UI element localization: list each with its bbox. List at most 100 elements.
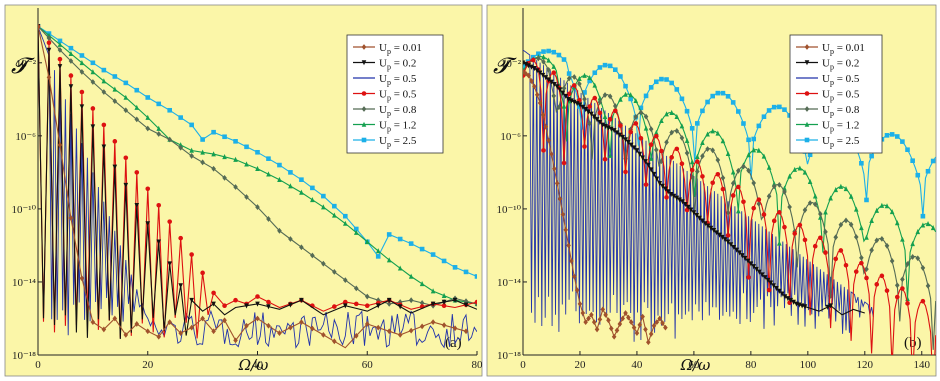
data-point <box>536 51 541 57</box>
data-point <box>812 243 818 249</box>
data-point <box>79 59 85 66</box>
data-point <box>200 159 205 166</box>
data-point <box>700 174 705 179</box>
data-point <box>804 60 810 66</box>
data-point <box>68 84 74 90</box>
data-point <box>364 303 370 308</box>
data-point <box>419 280 425 287</box>
x-tick-label: 60 <box>362 359 374 371</box>
data-point <box>694 212 700 219</box>
data-point <box>925 220 931 227</box>
data-point <box>441 299 447 305</box>
data-point <box>746 275 751 280</box>
data-point <box>823 209 828 215</box>
data-point <box>552 165 557 172</box>
data-point <box>680 199 685 205</box>
data-point <box>288 170 293 175</box>
data-point <box>277 162 282 168</box>
data-point <box>112 86 118 92</box>
data-point <box>594 117 600 123</box>
data-point <box>592 70 598 76</box>
data-point <box>804 121 810 127</box>
data-point <box>549 151 554 158</box>
data-point <box>766 108 772 113</box>
data-point <box>715 157 721 163</box>
data-point <box>607 93 613 100</box>
data-point <box>582 144 587 149</box>
legend-label: Up = 0.8 <box>379 104 417 118</box>
data-point <box>659 76 664 82</box>
data-point <box>603 123 608 130</box>
data-point <box>321 332 326 338</box>
data-point <box>631 145 637 151</box>
data-point <box>255 165 260 172</box>
data-point <box>288 236 293 242</box>
data-point <box>375 303 381 309</box>
data-point <box>452 325 458 332</box>
data-point <box>705 131 710 137</box>
data-point <box>68 215 74 221</box>
data-point <box>640 313 645 320</box>
data-point <box>736 109 741 114</box>
series-line <box>38 26 467 349</box>
data-point <box>807 178 813 184</box>
data-point <box>664 77 669 82</box>
data-point <box>552 81 557 88</box>
data-point <box>537 100 543 106</box>
data-point <box>523 61 529 67</box>
legend-item: Up = 0.5 <box>796 89 860 103</box>
data-point <box>408 273 414 279</box>
data-point <box>684 108 690 114</box>
data-point <box>823 250 828 255</box>
data-point <box>167 136 172 143</box>
data-point <box>90 106 96 111</box>
data-point <box>765 277 771 283</box>
data-point <box>277 227 282 234</box>
legend-item: Up = 1.2 <box>353 120 416 134</box>
data-point <box>561 103 567 109</box>
data-point <box>332 203 337 209</box>
data-point <box>838 221 844 228</box>
data-point <box>233 184 238 190</box>
data-point <box>833 234 839 241</box>
data-point <box>353 226 359 232</box>
data-point <box>123 155 129 161</box>
data-point <box>386 328 392 335</box>
data-point <box>879 202 885 208</box>
data-point <box>244 303 249 309</box>
x-tick-label: 20 <box>574 359 586 371</box>
data-point <box>679 96 685 102</box>
data-point <box>299 177 304 182</box>
legend-label: Up = 0.5 <box>822 89 860 103</box>
data-point <box>255 149 260 155</box>
data-point <box>266 299 271 305</box>
data-point <box>577 104 582 109</box>
data-point <box>587 78 592 84</box>
data-point <box>674 195 680 201</box>
data-point <box>189 297 194 304</box>
data-point <box>397 332 403 338</box>
data-point <box>664 139 669 146</box>
x-tick-label: 80 <box>745 359 757 371</box>
data-point <box>222 317 227 324</box>
data-point <box>905 147 910 152</box>
data-point <box>299 319 304 326</box>
data-point <box>623 137 628 143</box>
data-point <box>910 254 915 260</box>
data-point <box>742 255 748 262</box>
data-point <box>101 326 107 333</box>
series-u-p-0-2-1 <box>523 60 865 316</box>
data-point <box>905 261 910 267</box>
data-point <box>828 303 833 309</box>
data-point <box>534 68 540 74</box>
data-point <box>807 152 813 158</box>
data-point <box>90 69 96 75</box>
data-point <box>57 47 63 53</box>
data-point <box>592 82 598 88</box>
data-point <box>587 104 592 109</box>
data-point <box>722 237 728 243</box>
data-point <box>915 229 921 235</box>
data-point <box>689 167 695 173</box>
data-point <box>288 183 293 189</box>
x-tick-label: 140 <box>914 359 931 371</box>
